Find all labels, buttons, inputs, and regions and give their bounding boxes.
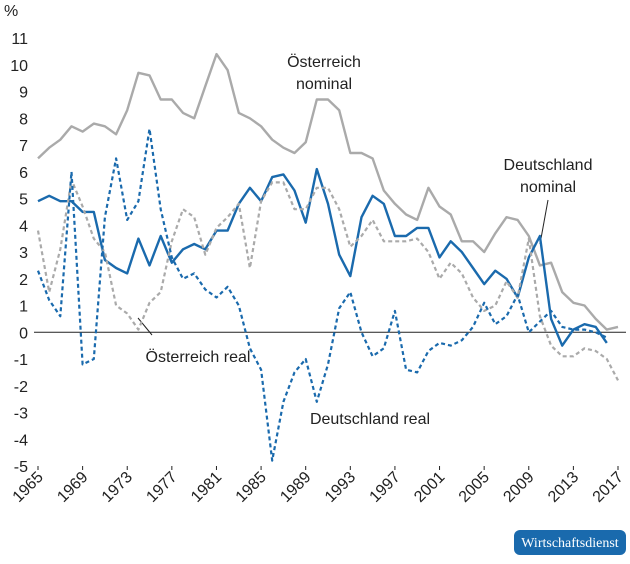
x-tick-label: 2017 [590, 469, 627, 506]
pointer [539, 199, 549, 245]
annotation-line: Österreich [287, 53, 361, 71]
x-tick-label: 1981 [188, 469, 225, 506]
annotation-line: Deutschland real [310, 411, 430, 428]
y-tick-label: 10 [10, 58, 28, 75]
y-tick-label: -3 [14, 406, 28, 423]
annotation: Österreich nominal [287, 53, 361, 93]
x-tick-label: 1969 [54, 469, 91, 506]
series-line [36, 178, 619, 381]
y-tick-label: 11 [11, 31, 28, 48]
y-tick-label: 8 [19, 111, 28, 128]
annotation-line: Deutschland [504, 157, 593, 174]
annotation: Deutschland real [310, 411, 430, 428]
y-tick-label: -2 [14, 379, 28, 396]
badge [514, 530, 626, 555]
x-tick-label: 1985 [233, 469, 270, 506]
y-tick-label: 7 [19, 138, 28, 155]
y-tick-label: 5 [19, 192, 28, 209]
y-tick-label: 1 [19, 299, 28, 316]
annotation-line: nominal [296, 76, 352, 93]
y-tick-label: 9 [19, 85, 28, 102]
y-tick-label: -5 [14, 459, 28, 476]
y-unit: % [4, 3, 18, 20]
y-tick-label: 6 [19, 165, 28, 182]
y-tick-label: 0 [19, 325, 28, 342]
x-tick-label: 1977 [143, 469, 180, 506]
x-tick-label: 1989 [277, 469, 314, 506]
y-tick-label: -4 [14, 432, 28, 449]
series-line [36, 127, 608, 462]
x-tick-label: 2013 [545, 469, 582, 506]
annotation-line: nominal [520, 179, 576, 196]
x-tick-label: 2005 [456, 469, 493, 506]
x-tick-label: 1993 [322, 469, 359, 506]
y-tick-label: 2 [19, 272, 28, 289]
annotation: Deutschland nominal [504, 157, 593, 196]
x-tick-label: 1997 [367, 469, 404, 506]
x-tick-label: 2001 [411, 469, 448, 506]
y-tick-label: -1 [14, 352, 28, 369]
x-tick-label: 2009 [500, 469, 537, 506]
y-tick-label: 3 [19, 245, 28, 262]
source: Wirtschaftsdienst [521, 536, 619, 551]
y-tick-label: 4 [19, 218, 28, 235]
series-line [37, 52, 619, 331]
annotation: Österreich real [146, 348, 251, 366]
annotation-line: Österreich real [146, 348, 251, 366]
series-line [37, 167, 608, 347]
x-tick-label: 1973 [99, 469, 136, 506]
